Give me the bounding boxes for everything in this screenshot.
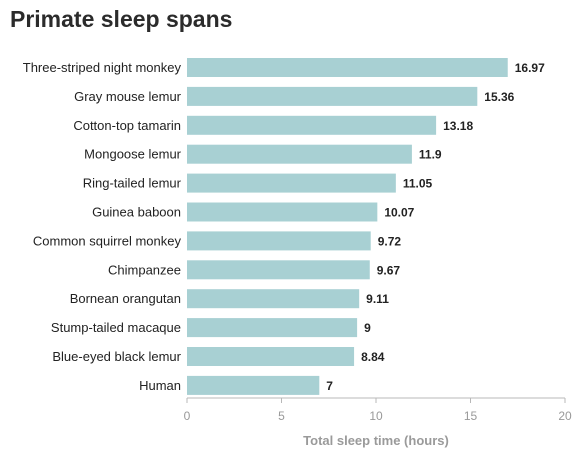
- bar: [187, 86, 478, 106]
- value-label: 11.05: [403, 177, 433, 191]
- bar: [187, 375, 320, 395]
- category-label: Stump-tailed macaque: [51, 320, 181, 335]
- bar: [187, 144, 412, 164]
- bar: [187, 260, 370, 280]
- category-label: Human: [139, 378, 181, 393]
- bar: [187, 58, 508, 77]
- category-label: Common squirrel monkey: [33, 233, 182, 248]
- x-tick-label: 15: [464, 409, 478, 423]
- category-label: Mongoose lemur: [84, 147, 181, 162]
- value-label: 9.67: [377, 263, 401, 277]
- value-label: 9.11: [366, 292, 389, 306]
- bar: [187, 231, 371, 251]
- category-label: Chimpanzee: [108, 262, 181, 277]
- category-label: Three-striped night monkey: [23, 60, 182, 75]
- bar: [187, 347, 355, 366]
- value-label: 13.18: [443, 119, 473, 133]
- value-label: 10.07: [384, 206, 414, 220]
- value-label: 11.9: [419, 148, 442, 162]
- value-label: 9: [364, 321, 371, 335]
- bar: [187, 173, 396, 193]
- bar: [187, 202, 378, 222]
- category-label: Guinea baboon: [92, 205, 181, 220]
- category-label: Cotton-top tamarin: [73, 118, 181, 133]
- value-label: 9.72: [378, 234, 402, 248]
- x-tick-label: 20: [558, 409, 572, 423]
- bar: [187, 318, 358, 338]
- x-axis-title: Total sleep time (hours): [303, 433, 449, 448]
- value-label: 7: [326, 379, 333, 393]
- category-label: Bornean orangutan: [70, 291, 181, 306]
- category-label: Blue-eyed black lemur: [52, 349, 181, 364]
- value-label: 15.36: [484, 90, 514, 104]
- bar: [187, 289, 360, 309]
- category-label: Gray mouse lemur: [74, 89, 182, 104]
- value-label: 16.97: [515, 61, 545, 75]
- bars-group: Three-striped night monkey 16.97 Gray mous…: [23, 58, 545, 395]
- category-label: Ring-tailed lemur: [83, 176, 182, 191]
- bar: [187, 115, 437, 135]
- x-axis: 0 5 10 15 20: [184, 397, 572, 423]
- x-tick-label: 5: [278, 409, 285, 423]
- x-tick-label: 0: [184, 409, 191, 423]
- chart-title: Primate sleep spans: [10, 6, 233, 32]
- x-tick-label: 10: [369, 409, 383, 423]
- value-label: 8.84: [361, 350, 385, 364]
